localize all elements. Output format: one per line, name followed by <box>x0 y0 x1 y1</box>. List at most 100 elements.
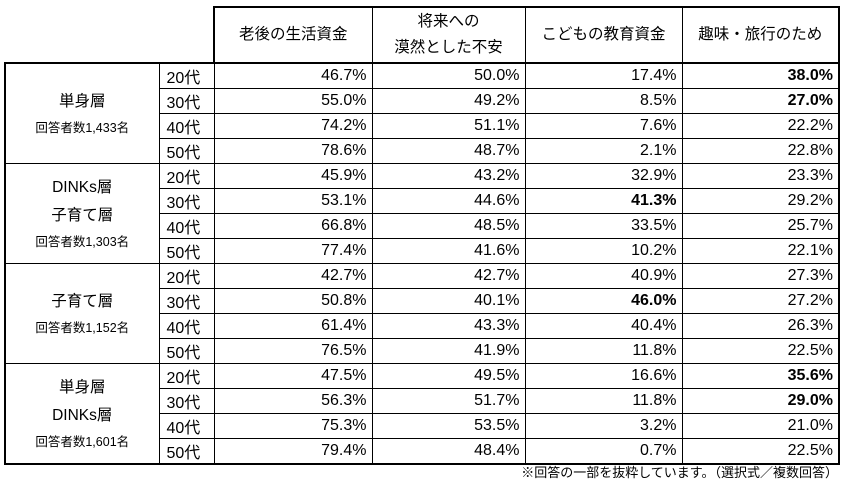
value-cell: 53.1% <box>213 188 373 214</box>
value-cell: 46.7% <box>213 62 373 89</box>
value-cell: 33.5% <box>524 213 683 239</box>
age-cell: 40代 <box>158 213 215 239</box>
table-row: 子育て層 回答者数1,152名 20代 42.7% 42.7% 40.9% 27.3% <box>4 263 840 364</box>
value-cell: 22.5% <box>681 338 840 364</box>
column-header: 老後の生活資金 <box>213 6 373 64</box>
age-cell: 20代 <box>158 363 215 389</box>
value-cell: 56.3% <box>213 388 373 414</box>
survey-table: 老後の生活資金 将来への 漠然とした不安 こどもの教育資金 趣味・旅行のため 単身層 回答… <box>4 6 840 465</box>
value-cell: 21.0% <box>681 413 840 439</box>
value-cell: 29.0% <box>681 388 840 414</box>
group-label-stack: 単身層回答者数1,433名 <box>7 92 158 135</box>
value-cell: 61.4% <box>213 313 373 339</box>
group-label: 単身層 <box>58 378 106 396</box>
value-cell: 16.6% <box>524 363 683 389</box>
value-cell: 23.3% <box>681 163 840 189</box>
table-row: 40代 75.3% 53.5% 3.2% 21.0% <box>5 413 840 439</box>
respondent-count: 回答者数1,433名 <box>35 120 130 135</box>
footnote: ※回答の一部を抜粋しています。（選択式／複数回答） <box>521 465 838 480</box>
value-cell: 3.2% <box>524 413 683 439</box>
group-label-stack: DINKs層 子育て層 回答者数1,303名 <box>7 179 158 249</box>
value-cell: 22.8% <box>681 138 840 164</box>
table-row: 40代 66.8% 48.5% 33.5% 25.7% <box>5 213 840 239</box>
age-cell: 30代 <box>158 288 215 314</box>
respondent-count: 回答者数1,601名 <box>35 434 130 449</box>
header-row: 老後の生活資金 将来への 漠然とした不安 こどもの教育資金 趣味・旅行のため <box>5 6 840 64</box>
table-row: 50代 77.4% 41.6% 10.2% 22.1% <box>5 238 840 264</box>
value-cell: 0.7% <box>524 438 683 465</box>
age-cell: 30代 <box>158 388 215 414</box>
age-cell: 20代 <box>158 62 215 89</box>
value-cell: 40.1% <box>371 288 526 314</box>
value-cell: 27.3% <box>681 263 840 289</box>
value-cell: 7.6% <box>524 113 683 139</box>
value-cell: 2.1% <box>524 138 683 164</box>
group-label: 単身層 <box>58 92 106 110</box>
value-cell: 55.0% <box>213 88 373 114</box>
table-row: 50代 78.6% 48.7% 2.1% 22.8% <box>5 138 840 164</box>
value-cell: 49.2% <box>371 88 526 114</box>
column-header-line: こどもの教育資金 <box>541 26 666 43</box>
table-row: 単身層 回答者数1,433名 20代 46.7% 50.0% 17.4% 38.0% <box>4 62 840 164</box>
age-cell: 40代 <box>158 413 215 439</box>
respondent-count: 回答者数1,152名 <box>35 320 130 335</box>
value-cell: 41.6% <box>371 238 526 264</box>
value-cell: 40.4% <box>524 313 683 339</box>
value-cell: 11.8% <box>524 388 683 414</box>
value-cell: 11.8% <box>524 338 683 364</box>
column-header-line: 漠然とした不安 <box>394 39 503 56</box>
value-cell: 17.4% <box>524 62 683 89</box>
table-row: 50代 76.5% 41.9% 11.8% 22.5% <box>5 338 840 364</box>
value-cell: 76.5% <box>213 338 373 364</box>
column-header-line: 将来への <box>417 13 480 30</box>
value-cell: 32.9% <box>524 163 683 189</box>
age-cell: 30代 <box>158 88 215 114</box>
group-label-stack: 子育て層回答者数1,152名 <box>7 292 158 335</box>
value-cell: 74.2% <box>213 113 373 139</box>
value-cell: 51.1% <box>371 113 526 139</box>
group-label-cell: 単身層回答者数1,433名 <box>4 62 160 164</box>
group-label: 子育て層 <box>51 292 114 310</box>
column-header: 趣味・旅行のため <box>681 6 840 64</box>
respondent-count: 回答者数1,303名 <box>35 234 130 249</box>
group-label-cell: 単身層 DINKs層回答者数1,601名 <box>4 363 160 465</box>
group-label-stack: 単身層 DINKs層回答者数1,601名 <box>7 378 158 449</box>
value-cell: 27.0% <box>681 88 840 114</box>
age-cell: 50代 <box>158 138 215 164</box>
table-row: DINKs層 子育て層 回答者数1,303名 20代 45.9% 43.2% 32.9% 23… <box>4 163 840 264</box>
value-cell: 22.1% <box>681 238 840 264</box>
value-cell: 75.3% <box>213 413 373 439</box>
group-label: 子育て層 <box>51 206 114 224</box>
table-row: 40代 74.2% 51.1% 7.6% 22.2% <box>5 113 840 139</box>
age-cell: 40代 <box>158 113 215 139</box>
group-label: DINKs層 <box>52 406 113 424</box>
table-row: 30代 55.0% 49.2% 8.5% 27.0% <box>5 88 840 114</box>
value-cell: 42.7% <box>371 263 526 289</box>
value-cell: 26.3% <box>681 313 840 339</box>
age-cell: 50代 <box>158 238 215 264</box>
value-cell: 29.2% <box>681 188 840 214</box>
age-cell: 30代 <box>158 188 215 214</box>
value-cell: 48.7% <box>371 138 526 164</box>
table-row: 50代 79.4% 48.4% 0.7% 22.5% <box>5 438 840 465</box>
column-header: 将来への漠然とした不安 <box>371 6 526 64</box>
empty-corner-cell <box>5 7 214 63</box>
value-cell: 22.5% <box>681 438 840 465</box>
value-cell: 38.0% <box>681 62 840 89</box>
value-cell: 41.9% <box>371 338 526 364</box>
value-cell: 66.8% <box>213 213 373 239</box>
value-cell: 43.3% <box>371 313 526 339</box>
column-header: こどもの教育資金 <box>524 6 683 64</box>
table-row: 単身層 DINKs層 回答者数1,601名 20代 47.5% 49.5% 16.6% 35.… <box>4 363 840 465</box>
value-cell: 50.0% <box>371 62 526 89</box>
value-cell: 79.4% <box>213 438 373 465</box>
value-cell: 51.7% <box>371 388 526 414</box>
value-cell: 35.6% <box>681 363 840 389</box>
value-cell: 27.2% <box>681 288 840 314</box>
value-cell: 41.3% <box>524 188 683 214</box>
value-cell: 77.4% <box>213 238 373 264</box>
value-cell: 48.4% <box>371 438 526 465</box>
value-cell: 25.7% <box>681 213 840 239</box>
age-cell: 20代 <box>158 263 215 289</box>
value-cell: 45.9% <box>213 163 373 189</box>
